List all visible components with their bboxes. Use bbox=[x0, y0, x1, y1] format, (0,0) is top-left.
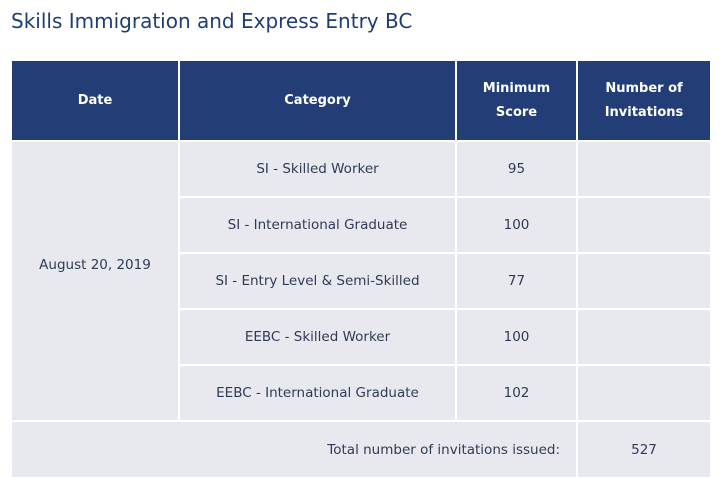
category-cell: SI - Entry Level & Semi-Skilled bbox=[179, 252, 457, 310]
category-cell: EEBC - Skilled Worker bbox=[179, 308, 457, 366]
header-number-of-invitations: Number of Invitations bbox=[576, 61, 710, 141]
invitations-cell bbox=[576, 140, 710, 198]
invitations-cell bbox=[576, 308, 710, 366]
header-minimum-score-line1: Minimum bbox=[482, 80, 551, 96]
header-category-label: Category bbox=[284, 92, 351, 108]
total-value: 527 bbox=[576, 420, 710, 477]
invitations-cell bbox=[576, 196, 710, 254]
minimum-score-cell: 77 bbox=[455, 252, 578, 310]
minimum-score-cell: 100 bbox=[455, 308, 578, 366]
table-header-row: Date Category Minimum Score Number of Invi… bbox=[12, 61, 710, 141]
header-minimum-score-line2: Score bbox=[495, 104, 538, 120]
minimum-score-cell: 95 bbox=[455, 140, 578, 198]
category-cell: SI - Skilled Worker bbox=[178, 140, 457, 198]
table-row: EEBC - Skilled Worker 100 bbox=[12, 308, 710, 366]
page-title: Skills Immigration and Express Entry BC bbox=[11, 9, 413, 33]
header-date-label: Date bbox=[77, 92, 113, 108]
minimum-score-cell: 102 bbox=[455, 364, 578, 422]
total-label: Total number of invitations issued: bbox=[12, 420, 578, 477]
invitations-cell bbox=[576, 252, 710, 310]
minimum-score-cell: 100 bbox=[455, 196, 578, 254]
category-cell: EEBC - International Graduate bbox=[179, 364, 457, 422]
header-date: Date bbox=[12, 61, 180, 141]
invitations-cell bbox=[576, 364, 710, 422]
table-row: SI - International Graduate 100 bbox=[12, 196, 710, 254]
table-row: August 20, 2019 SI - Skilled Worker 95 bbox=[12, 140, 710, 422]
header-invitations-line2: Invitations bbox=[604, 104, 684, 120]
category-cell: SI - International Graduate bbox=[179, 196, 457, 254]
header-minimum-score: Minimum Score bbox=[455, 61, 578, 141]
draw-date: August 20, 2019 bbox=[39, 257, 151, 273]
draw-date-cell: August 20, 2019 bbox=[12, 140, 180, 422]
invitations-table: Date Category Minimum Score Number of Invi… bbox=[12, 61, 710, 477]
header-category: Category bbox=[178, 61, 457, 141]
header-invitations-line1: Number of bbox=[605, 80, 683, 96]
table-row: EEBC - International Graduate 102 bbox=[12, 364, 710, 422]
table-row: SI - Entry Level & Semi-Skilled 77 bbox=[12, 252, 710, 310]
total-row: Total number of invitations issued: 527 bbox=[12, 420, 710, 477]
